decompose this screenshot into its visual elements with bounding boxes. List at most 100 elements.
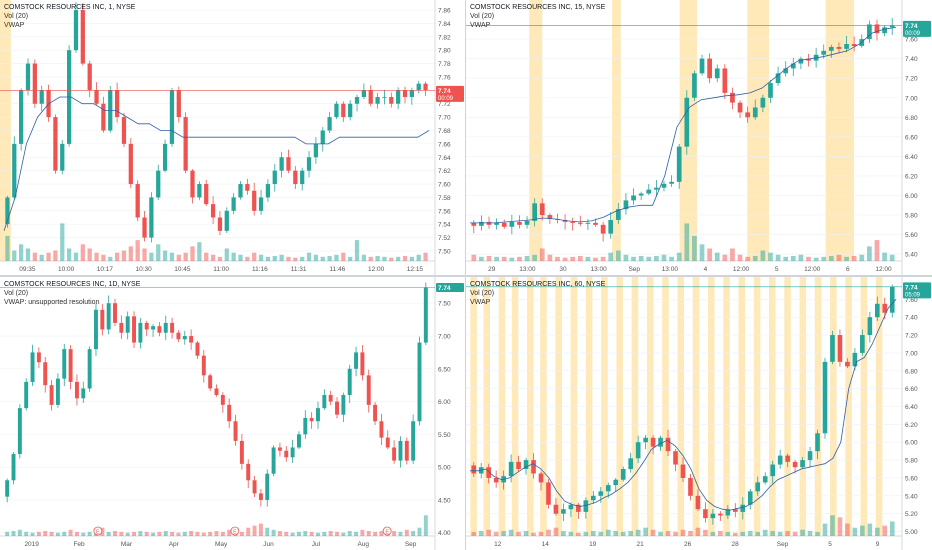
volume-bar [156,244,161,261]
candle-body [62,349,67,379]
candle-body [860,335,865,353]
candle-body [87,349,92,389]
price-label: 7.74 [438,88,451,95]
x-tick-label: Jun [263,541,274,548]
y-tick-label: 6.50 [438,366,451,373]
x-tick-label: 9 [876,541,880,548]
volume-bar [327,255,332,261]
y-tick-label: 7.64 [438,155,451,162]
session-band [825,0,855,261]
volume-bar [25,248,31,261]
volume-bar [813,257,819,261]
candle-body [605,485,611,492]
volume-bar [238,254,243,261]
x-tick-label: Mar [121,541,133,548]
y-tick-label: 7.52 [438,235,451,242]
y-tick-label: 5.80 [905,458,918,465]
chart-pane-1min[interactable]: 7.86 7.84 7.82 7.80 7.78 7.76 7.74 7.72 7.70 7.68… [0,0,465,275]
candle-body [231,197,236,211]
candle-body [676,146,682,182]
volume-bar [208,531,213,536]
y-tick-label: 7.60 [905,37,918,44]
volume-bar [68,529,73,536]
volume-bar [494,256,499,261]
candle-body [290,447,295,458]
pane-divider-horizontal[interactable] [0,275,932,277]
y-tick-label: 7.76 [438,74,451,81]
y-tick-label: 7.78 [438,61,451,68]
volume-bar [815,531,820,536]
chart-pane-15min[interactable]: 7.60 7.40 7.20 7.00 6.80 6.60 6.40 6.20 6.00 5.80… [466,0,932,275]
candle-body [710,513,716,519]
volume-bar [189,531,194,536]
volume-bar [100,527,105,536]
y-tick-label: 7.00 [905,350,918,357]
candle-body [354,97,360,104]
candle-body [17,408,22,455]
candle-body [661,183,667,188]
volume-bar [74,531,79,536]
volume-bar [43,531,48,536]
candle-body [409,90,414,98]
candle-body [162,143,168,171]
session-band [612,0,621,261]
x-tick-label: Sep [405,541,417,548]
volume-bar [730,248,735,261]
candle-body [224,210,229,231]
candle-body [620,469,626,480]
volume-bar [303,531,308,536]
volume-bar [867,246,872,261]
y-tick-label: 7.66 [438,141,451,148]
volume-bar [258,254,264,261]
y-tick-label: 5.00 [905,529,918,536]
x-tick-label: 11:31 [291,266,307,273]
volume-bar [740,531,746,536]
y-tick-label: 6.00 [905,440,918,447]
y-tick-label: 5.50 [438,432,451,439]
x-tick-label: Jul [312,541,321,548]
volume-bar [210,254,216,261]
x-tick-label: 10:30 [136,266,153,273]
candle-body [631,195,636,201]
volume-bar [532,254,538,261]
volume-bar [142,248,147,261]
chart-pane-1day[interactable]: 7.50 7.00 6.50 6.00 5.50 5.00 4.50 4.00 2019 Feb M… [0,277,465,550]
candle-body [396,90,401,104]
volume-bar [128,246,133,261]
volume-bar [860,525,865,536]
candle-body [87,63,92,91]
volume-bar [654,255,659,261]
candle-body [695,495,701,510]
y-tick-label: 6.80 [905,368,918,375]
candle-body [423,83,428,91]
volume-bar [101,254,106,261]
volume-bar [585,256,591,261]
volume-bar [615,250,621,261]
volume-bar [322,531,327,536]
candle-body [204,184,209,205]
candle-body [286,157,291,171]
volume-bar [416,254,421,261]
y-tick-label: 4.00 [438,530,451,537]
candle-body [375,97,380,104]
candle-body [531,460,536,474]
x-tick-label: 29 [488,266,496,273]
volume-bar [404,529,409,536]
volume-bar [306,252,312,261]
y-tick-label: 5.20 [905,511,918,518]
volume-bar [628,531,634,536]
volume-bar [613,531,619,536]
candle-body [55,378,60,405]
volume-bar [692,235,697,261]
candle-body [638,193,644,196]
candle-body [523,460,529,470]
candle-body [768,83,773,98]
volume-bar [348,256,353,261]
chart-pane-60min[interactable]: 7.60 7.40 7.20 7.00 6.80 6.60 6.40 6.20 6.00 5.80… [466,277,932,550]
volume-bar [620,531,626,536]
candle-body [815,433,820,452]
volume-bar [590,531,596,536]
volume-bar [882,252,887,261]
candle-body [182,336,187,340]
candle-body [265,473,270,500]
